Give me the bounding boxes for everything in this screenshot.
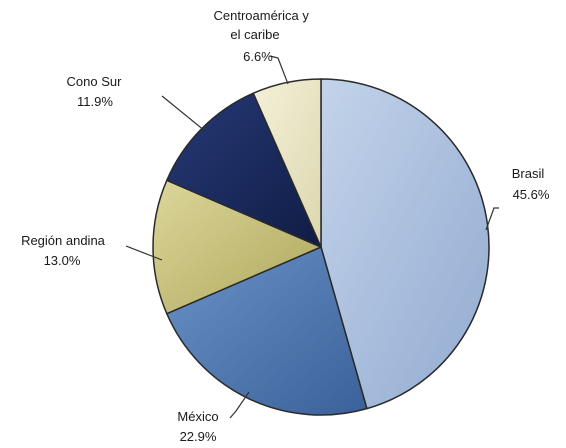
slice-value-cono-sur: 11.9% — [77, 94, 113, 109]
slice-labels: Brasil 45.6% México 22.9% Región andina … — [21, 8, 550, 444]
leader-line-centroamerica — [269, 55, 289, 85]
slice-label-centroamerica: Centroamérica y el caribe — [214, 8, 313, 42]
leader-line-region-andina — [125, 245, 163, 261]
leader-line-mexico — [229, 391, 250, 419]
slice-value-mexico: 22.9% — [180, 429, 217, 444]
slice-label-brasil: Brasil — [512, 166, 545, 181]
slice-value-brasil: 45.6% — [513, 187, 550, 202]
slice-value-centroamerica: 6.6% — [243, 49, 273, 64]
pie-slice-brasil — [320, 78, 490, 410]
leader-line-brasil — [485, 207, 499, 231]
pie-slice-centroamerica — [252, 78, 322, 248]
slice-label-mexico: México — [177, 409, 218, 424]
slice-label-centroamerica-line2: el caribe — [230, 27, 279, 42]
pie-slices — [152, 78, 490, 416]
leader-lines — [125, 55, 499, 419]
slice-label-cono-sur: Cono Sur — [67, 74, 123, 89]
leader-line-cono-sur — [161, 95, 206, 132]
slice-value-region-andina: 13.0% — [44, 253, 81, 268]
slice-label-centroamerica-text: Centroamérica y — [214, 8, 310, 23]
slice-label-region-andina: Región andina — [21, 233, 106, 248]
pie-slice-mexico — [166, 246, 368, 416]
pie-slice-region-andina — [152, 179, 322, 315]
